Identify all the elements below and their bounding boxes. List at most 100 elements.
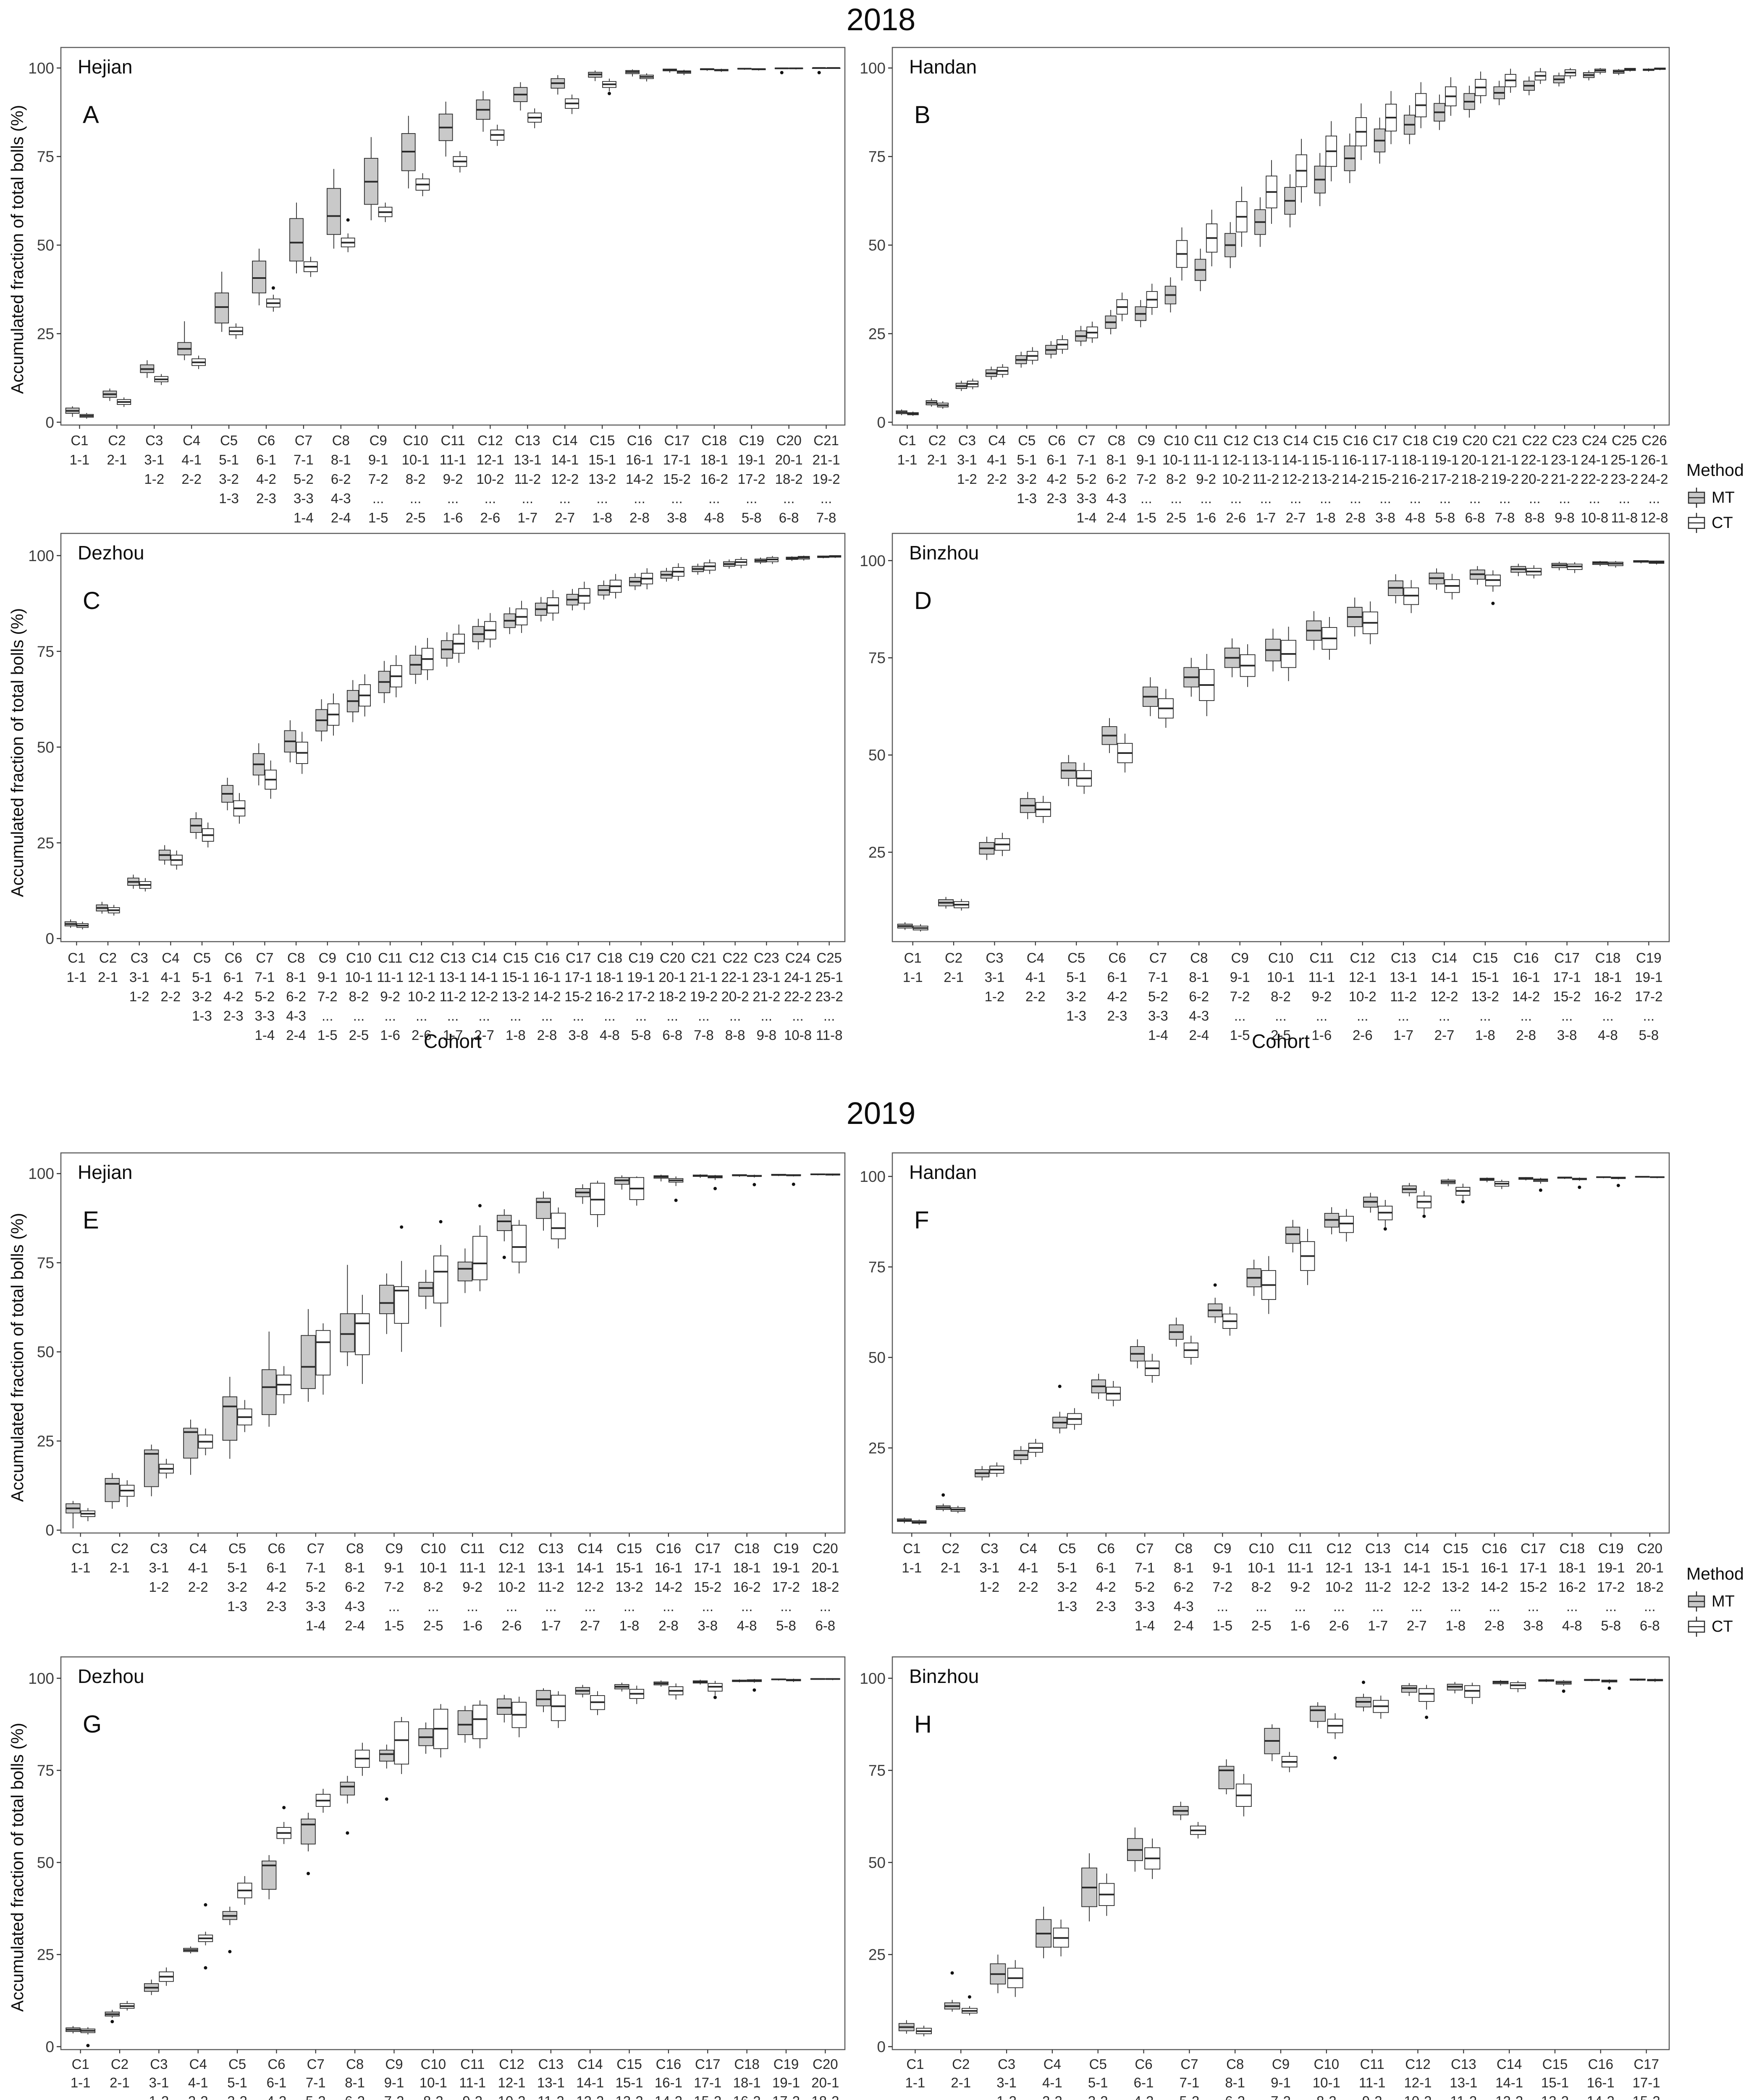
chart-text: 17-2 [1597,1579,1625,1595]
chart-text: 5-2 [255,989,275,1004]
chart-text: 6-8 [1465,510,1485,525]
chart-text: 5-1 [227,2075,247,2090]
chart-text: 12-2 [576,2093,604,2100]
chart-text: 8-8 [725,1027,745,1043]
chart-text: 25 [37,325,54,342]
chart-text: C10 [403,433,428,448]
chart-text: 14-1 [1282,452,1310,467]
chart-text: 9-1 [1136,452,1156,467]
chart-text: 15-1 [1541,2075,1569,2090]
chart-text: 20-1 [658,969,686,985]
chart-text: 8-1 [1174,1560,1194,1575]
chart-text: 14-2 [1481,1579,1508,1595]
chart-text: ... [467,1599,478,1614]
chart-text: 7-2 [1271,2093,1291,2100]
chart-text: 3-1 [996,2075,1017,2090]
chart-text: 8-1 [331,452,351,467]
chart-text: 13-2 [502,989,530,1004]
chart-text: 2-8 [658,1618,679,1633]
boxplot-outlier-dot [674,1198,678,1202]
chart-text: ... [1649,491,1660,506]
chart-text: 1-2 [957,471,977,487]
chart-text: ... [388,1599,400,1614]
chart-text: 11-2 [1253,471,1280,487]
chart-text: 7-8 [816,510,836,525]
chart-text: 21-1 [813,452,840,467]
chart-text: ... [596,491,608,506]
chart-text: 4-8 [1562,1618,1582,1633]
chart-text: 15-2 [694,2093,721,2100]
chart-text: 10-1 [420,1560,447,1575]
chart-text: 23-1 [1551,452,1578,467]
chart-text: 3-1 [979,1560,999,1575]
boxplot-outlier-dot [86,2044,90,2048]
chart-text: C16 [1481,1541,1507,1556]
y-axis-title: Accumulated fraction of total bolls (%) [8,1722,27,2012]
chart-text: B [914,101,931,129]
chart-text: 12-2 [470,989,498,1004]
panel-D: 25 50 75 100 C1 1-1 C2 2-1 C3 3-1 1-2 C4 4-1 2-2 C5 5-1… [860,533,1670,1043]
y-axis-title: Accumulated fraction of total bolls (%) [8,105,27,394]
chart-text: 5-8 [742,510,762,525]
chart-text: C22 [722,950,748,966]
chart-text: 18-2 [658,989,686,1004]
chart-text: 3-3 [1077,491,1097,506]
boxplot-outlier-dot [1383,1227,1387,1231]
chart-text: 14-2 [1587,2093,1615,2100]
chart-text: 12-2 [551,471,579,487]
chart-text: A [83,101,99,129]
chart-text: 100 [860,1168,886,1185]
chart-text: 1-4 [255,1027,275,1043]
chart-text: 4-2 [1096,1579,1116,1595]
boxplot-box [144,1449,159,1487]
chart-text: 2-3 [1046,491,1067,506]
chart-text: 2-4 [345,1618,365,1633]
chart-text: 7-1 [306,2075,326,2090]
chart-text: 75 [868,148,886,165]
chart-text: 19-1 [772,1560,800,1575]
chart-text: 10-2 [1325,1579,1353,1595]
chart-text: C2 [111,1541,128,1556]
chart-text: C24 [1582,433,1607,448]
chart-text: C21 [691,950,717,966]
chart-text: 8-2 [1166,471,1186,487]
chart-text: Binzhou [909,542,979,564]
chart-text: 5-2 [1148,989,1168,1004]
chart-text: C17 [1373,433,1398,448]
chart-text: 14-2 [655,1579,682,1595]
chart-text: 19-2 [690,989,718,1004]
chart-text: ... [667,1008,679,1024]
chart-text: ... [663,1599,674,1614]
chart-text: 1-6 [380,1027,400,1043]
chart-text: ... [1489,1599,1500,1614]
chart-text: C15 [1473,950,1498,966]
chart-text: ... [823,1008,835,1024]
chart-text: C15 [1313,433,1338,448]
chart-text: 5-1 [1066,969,1086,985]
chart-text: 4-1 [188,2075,208,2090]
chart-text: C7 [1149,950,1167,966]
chart-text: 1-2 [129,989,149,1004]
chart-text: C5 [220,433,238,448]
chart-text: C20 [813,1541,838,1556]
chart-text: 2-2 [1042,2093,1062,2100]
chart-text: C18 [734,1541,760,1556]
chart-text: ... [485,491,496,506]
legend-item-ct: CT [1686,512,1762,534]
chart-text: 1-1 [897,452,918,467]
chart-text: ... [1450,1599,1461,1614]
chart-text: C19 [1432,433,1458,448]
chart-text: C7 [1136,1541,1154,1556]
chart-text: 1-5 [317,1027,338,1043]
chart-text: ... [821,491,832,506]
panel-border [891,533,1670,942]
panel-B: 0 25 50 75 100 C1 1-1 C2 2-1 C3 3-1 1-2 C4 4-1 2-2 C5 5-… [860,47,1670,525]
chart-text: 9-1 [1212,1560,1232,1575]
chart-text: C25 [1612,433,1637,448]
chart-text: 2-2 [987,471,1007,487]
chart-text: C3 [145,433,163,448]
chart-text: 4-3 [286,1008,306,1024]
chart-text: ... [1602,1008,1614,1024]
chart-text: 5-8 [1435,510,1455,525]
chart-text: C4 [1020,1541,1037,1556]
